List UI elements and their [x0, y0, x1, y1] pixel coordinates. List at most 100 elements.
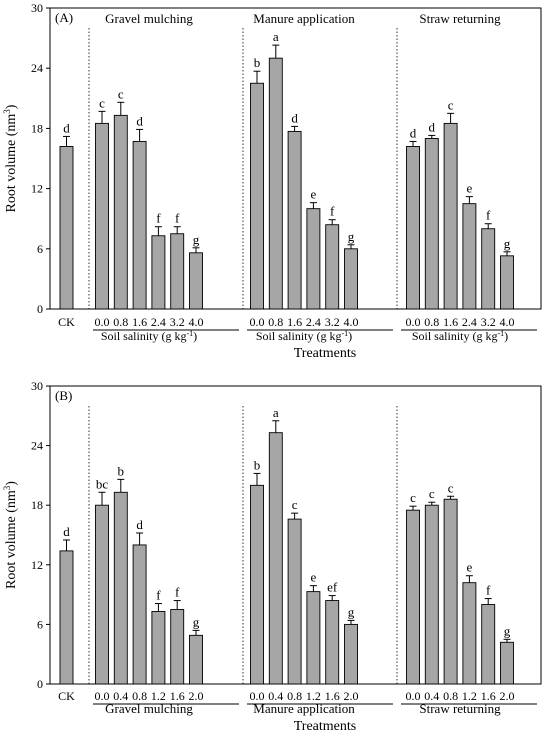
significance-letter: c — [448, 480, 454, 495]
significance-letter: a — [273, 29, 279, 44]
significance-letter: c — [410, 490, 416, 505]
x-axis-label: Treatments — [294, 719, 356, 734]
bar — [170, 233, 185, 310]
y-tick-label: 6 — [37, 617, 43, 631]
x-tick-label: 0.0 — [95, 315, 110, 329]
significance-letter: b — [254, 457, 261, 472]
bar — [268, 57, 283, 310]
x-tick-label: 1.6 — [287, 315, 302, 329]
significance-letter: e — [311, 570, 317, 585]
significance-letter: c — [118, 86, 124, 101]
significance-letter: d — [429, 119, 436, 134]
group-name: Manure application — [253, 701, 355, 716]
bar — [325, 600, 340, 685]
significance-letter: c — [99, 95, 105, 110]
x-tick-label: 0.0 — [250, 689, 265, 703]
significance-letter: g — [504, 623, 511, 638]
panel-label: (A) — [55, 10, 73, 25]
x-tick-label: 0.8 — [132, 689, 147, 703]
bar — [95, 122, 109, 310]
bar — [306, 208, 321, 310]
significance-letter: c — [292, 497, 298, 512]
y-tick-label: 0 — [37, 302, 43, 316]
bar — [406, 509, 420, 685]
significance-letter: f — [156, 588, 161, 603]
bar — [268, 432, 283, 685]
bar — [406, 146, 420, 310]
x-tick-label: 3.2 — [170, 315, 185, 329]
bar — [189, 634, 203, 685]
bar — [443, 122, 458, 310]
group-name: Gravel mulching — [105, 701, 193, 716]
x-tick-label: 0.4 — [424, 689, 439, 703]
y-tick-label: 12 — [31, 558, 43, 572]
bar-ck — [59, 550, 74, 685]
y-tick-label: 30 — [31, 379, 43, 393]
bar — [344, 623, 358, 685]
bar — [250, 82, 264, 310]
significance-letter: d — [136, 113, 143, 128]
x-tick-label: 0.0 — [95, 689, 110, 703]
x-tick-label: 1.6 — [132, 315, 147, 329]
x-tick-label: 1.2 — [151, 689, 166, 703]
y-axis-label: Root volume (nm3) — [2, 481, 19, 589]
significance-letter: d — [136, 517, 143, 532]
significance-letter: e — [467, 560, 473, 575]
bar — [151, 611, 166, 685]
significance-letter: f — [486, 208, 491, 223]
y-tick-label: 18 — [31, 121, 43, 135]
group-name: Gravel mulching — [105, 11, 193, 26]
significance-letter: d — [410, 125, 417, 140]
y-tick-label: 24 — [31, 61, 43, 75]
group-axis-label: Soil salinity (g kg-1) — [412, 329, 508, 343]
x-tick-label: 3.2 — [325, 315, 340, 329]
x-tick-label: 1.6 — [481, 689, 496, 703]
significance-letter: b — [118, 463, 125, 478]
x-tick-label: 3.2 — [481, 315, 496, 329]
x-tick-label: 0.4 — [268, 689, 283, 703]
significance-letter: b — [254, 55, 261, 70]
panel-a: 0 6 12 18 24 30 Root volume (nm3) (A) d CK c 0.0 c 0.… — [2, 1, 542, 361]
bar — [344, 248, 358, 310]
group-axis-label: Soil salinity (g kg-1) — [256, 329, 352, 343]
y-tick-label: 24 — [31, 439, 43, 453]
significance-letter: g — [348, 604, 355, 619]
significance-letter: a — [273, 405, 279, 420]
bar — [500, 641, 514, 685]
significance-letter: c — [448, 97, 454, 112]
x-tick-label: 2.4 — [462, 315, 477, 329]
bar-ck — [59, 146, 74, 310]
significance-letter: g — [193, 614, 200, 629]
bar — [151, 235, 166, 310]
y-tick-label: 30 — [31, 1, 43, 15]
x-tick-label-ck: CK — [58, 315, 75, 329]
bar — [325, 224, 340, 310]
x-tick-label: 2.4 — [306, 315, 321, 329]
bar — [481, 228, 496, 310]
significance-letter: g — [348, 229, 355, 244]
bar — [287, 130, 302, 310]
bar — [189, 252, 203, 310]
x-tick-label: 1.6 — [170, 689, 185, 703]
y-tick-label: 6 — [37, 242, 43, 256]
x-tick-label: 1.6 — [325, 689, 340, 703]
x-tick-label: 4.0 — [344, 315, 359, 329]
x-tick-label-ck: CK — [58, 689, 75, 703]
x-tick-label: 0.4 — [113, 689, 128, 703]
bar — [424, 504, 439, 685]
x-tick-label: 2.0 — [189, 689, 204, 703]
group-name: Straw returning — [419, 11, 501, 26]
significance-letter: e — [467, 181, 473, 196]
significance-letter: g — [193, 232, 200, 247]
x-tick-label: 0.8 — [113, 315, 128, 329]
group-axis-label: Soil salinity (g kg-1) — [101, 329, 197, 343]
x-tick-label: 0.8 — [424, 315, 439, 329]
significance-letter: d — [63, 524, 70, 539]
significance-letter: ef — [327, 580, 338, 595]
bar — [462, 203, 477, 310]
significance-letter: e — [311, 187, 317, 202]
bar — [424, 137, 439, 310]
significance-letter: f — [330, 204, 335, 219]
bar — [443, 498, 458, 685]
